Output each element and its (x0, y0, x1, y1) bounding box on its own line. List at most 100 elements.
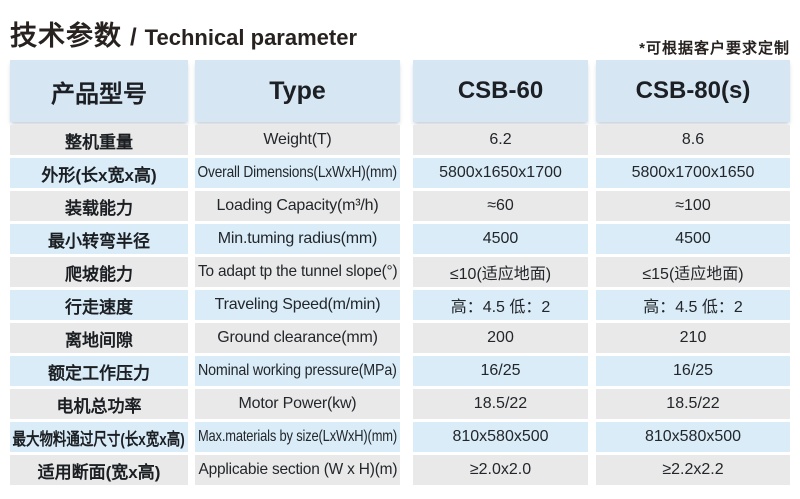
header-product-model: 产品型号 (10, 60, 188, 122)
row-label-zh-cell: 离地间隙 (10, 323, 188, 353)
row-label-zh: 适用断面(宽x高) (37, 462, 161, 482)
row-label-en: Weight(T) (263, 131, 332, 148)
row-value-csb80-cell: 8.6 (596, 125, 790, 155)
row-value-csb60: 高：4.5 低：2 (450, 299, 551, 316)
row-value-csb80: 210 (679, 329, 707, 346)
row-value-csb60: 18.5/22 (473, 395, 528, 412)
row-label-en-cell: Ground clearance(mm) (195, 323, 400, 353)
row-value-csb80-cell: 810x580x500 (596, 422, 790, 452)
row-value-csb80: 高：4.5 低：2 (643, 299, 743, 316)
header-type: Type (195, 60, 400, 122)
row-value-csb60-cell: ≈60 (413, 191, 588, 221)
row-value-csb80-cell: ≤15(适应地面) (596, 257, 790, 287)
row-label-zh-cell: 最小转弯半径 (10, 224, 188, 254)
row-label-en: Overall Dimensions(LxWxH)(mm) (197, 164, 398, 181)
row-label-en: Applicabie section (W x H)(m) (198, 461, 397, 478)
header-csb-60: CSB-60 (413, 60, 588, 122)
row-value-csb60-cell: 18.5/22 (413, 389, 588, 419)
row-value-csb80: 8.6 (681, 131, 705, 148)
row-label-zh-cell: 行走速度 (10, 290, 188, 320)
row-value-csb80: 810x580x500 (644, 428, 742, 445)
row-label-en: To adapt tp the tunnel slope(°) (197, 263, 398, 280)
row-value-csb60: 16/25 (480, 362, 521, 379)
row-value-csb80-cell: 4500 (596, 224, 790, 254)
page-title-zh: 技术参数 (10, 21, 122, 51)
row-label-zh-cell: 额定工作压力 (10, 356, 188, 386)
row-value-csb60: 810x580x500 (452, 428, 549, 445)
header-csb-80s: CSB-80(s) (596, 60, 790, 122)
row-label-en: Loading Capacity(m³/h) (216, 197, 379, 214)
row-value-csb60-cell: ≤10(适应地面) (413, 257, 588, 287)
header-csb-60-label: CSB-60 (457, 77, 544, 104)
row-value-csb80: 5800x1700x1650 (631, 164, 755, 181)
row-label-zh-cell: 电机总功率 (10, 389, 188, 419)
row-label-zh: 最大物料通过尺寸(长x宽x高) (12, 429, 186, 449)
page-title: 技术参数 / Technical parameter (10, 14, 357, 53)
row-value-csb60: ≈60 (487, 197, 514, 214)
row-label-en-cell: Applicabie section (W x H)(m) (195, 455, 400, 485)
row-label-en-cell: Max.materials by size(LxWxH)(mm) (195, 422, 400, 452)
row-value-csb60: ≥2.0x2.0 (469, 461, 532, 478)
header-type-label: Type (269, 76, 326, 105)
customization-note: *可根据客户要求定制 (639, 40, 790, 57)
page-title-separator: / (130, 24, 137, 51)
row-value-csb80-cell: ≥2.2x2.2 (596, 455, 790, 485)
row-label-zh: 电机总功率 (56, 396, 142, 416)
row-value-csb60: ≤10(适应地面) (449, 266, 552, 283)
row-value-csb80: 16/25 (672, 362, 714, 379)
row-value-csb80-cell: 5800x1700x1650 (596, 158, 790, 188)
row-value-csb60-cell: 16/25 (413, 356, 588, 386)
row-label-en-cell: Overall Dimensions(LxWxH)(mm) (195, 158, 400, 188)
row-value-csb60-cell: 6.2 (413, 125, 588, 155)
row-label-en-cell: Nominal working pressure(MPa) (195, 356, 400, 386)
row-label-en: Min.tuming radius(mm) (217, 230, 378, 247)
row-value-csb80-cell: 高：4.5 低：2 (596, 290, 790, 320)
page-title-en: Technical parameter (144, 25, 358, 50)
row-value-csb80: ≤15(适应地面) (642, 266, 744, 283)
row-label-en-cell: Min.tuming radius(mm) (195, 224, 400, 254)
row-label-en: Max.materials by size(LxWxH)(mm) (197, 428, 398, 445)
row-value-csb80-cell: ≈100 (596, 191, 790, 221)
row-label-zh: 外形(长x宽x高) (41, 165, 157, 185)
row-label-en-cell: Loading Capacity(m³/h) (195, 191, 400, 221)
row-label-zh-cell: 外形(长x宽x高) (10, 158, 188, 188)
row-value-csb60: 200 (487, 329, 514, 346)
row-value-csb60-cell: 810x580x500 (413, 422, 588, 452)
row-value-csb80: 4500 (675, 230, 711, 247)
row-value-csb60-cell: 高：4.5 低：2 (413, 290, 588, 320)
row-label-en-cell: Weight(T) (195, 125, 400, 155)
row-label-en: Motor Power(kw) (238, 395, 357, 412)
row-value-csb80: 18.5/22 (666, 395, 720, 412)
row-label-zh: 装载能力 (65, 198, 133, 218)
row-value-csb80: ≈100 (675, 197, 711, 214)
row-label-zh-cell: 适用断面(宽x高) (10, 455, 188, 485)
header-csb-80s-label: CSB-80(s) (635, 77, 751, 104)
parameters-table: 产品型号 Type CSB-60 CSB-80(s) 整机重量 Weight(T… (10, 60, 790, 485)
row-value-csb60: 5800x1650x1700 (439, 164, 562, 181)
row-label-en-cell: To adapt tp the tunnel slope(°) (195, 257, 400, 287)
row-label-zh: 离地间隙 (65, 330, 133, 350)
row-value-csb60-cell: 200 (413, 323, 588, 353)
row-value-csb60-cell: ≥2.0x2.0 (413, 455, 588, 485)
row-value-csb60: 6.2 (489, 131, 512, 148)
row-value-csb80-cell: 18.5/22 (596, 389, 790, 419)
row-label-zh-cell: 装载能力 (10, 191, 188, 221)
row-label-en: Traveling Speed(m/min) (214, 296, 381, 313)
row-value-csb80-cell: 16/25 (596, 356, 790, 386)
row-value-csb80-cell: 210 (596, 323, 790, 353)
row-label-zh-cell: 最大物料通过尺寸(长x宽x高) (10, 422, 188, 452)
row-label-zh-cell: 爬坡能力 (10, 257, 188, 287)
row-label-en-cell: Traveling Speed(m/min) (195, 290, 400, 320)
header-product-model-label: 产品型号 (51, 80, 147, 108)
row-label-zh: 行走速度 (65, 297, 133, 317)
row-label-zh-cell: 整机重量 (10, 125, 188, 155)
row-label-en: Nominal working pressure(MPa) (198, 362, 397, 379)
row-value-csb60-cell: 4500 (413, 224, 588, 254)
row-label-en: Ground clearance(mm) (217, 329, 378, 346)
row-label-zh: 整机重量 (65, 132, 133, 152)
row-label-zh: 额定工作压力 (48, 363, 150, 383)
row-value-csb60-cell: 5800x1650x1700 (413, 158, 588, 188)
row-label-en-cell: Motor Power(kw) (195, 389, 400, 419)
row-value-csb80: ≥2.2x2.2 (662, 461, 724, 478)
